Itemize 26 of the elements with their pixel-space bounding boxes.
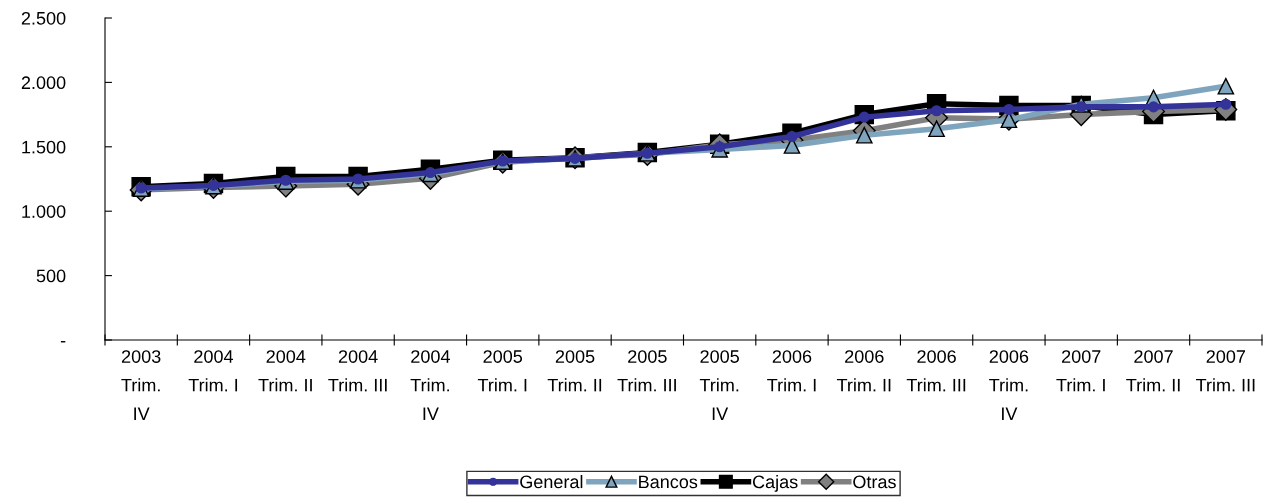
x-tick-label: 2007 Trim. I: [1056, 350, 1105, 392]
x-tick-label: 2003 Trim. IV: [121, 350, 161, 420]
x-tick-label: 2004 Trim. I: [188, 350, 238, 392]
x-tick-label: 2004 Trim. IV: [410, 350, 450, 420]
x-tick-label: 2005 Trim. III: [617, 350, 676, 392]
x-tick-label: 2007 Trim. III: [1196, 350, 1255, 392]
y-tick-label: -: [60, 341, 66, 343]
x-tick-label: 2005 Trim. II: [547, 350, 602, 392]
x-tick-label: 2006 Trim. I: [767, 350, 816, 392]
x-tick-label: 2006 Trim. II: [836, 350, 891, 392]
x-tick-label: 2005 Trim. I: [477, 350, 527, 392]
x-tick-label: 2006 Trim. III: [906, 350, 966, 392]
x-tick-label: 2005 Trim. IV: [699, 350, 739, 420]
x-tick-label: 2004 Trim. II: [258, 350, 312, 392]
y-tick-label: 2.000: [21, 76, 66, 90]
y-tick-label: 2.500: [21, 11, 66, 25]
x-tick-label: 2006 Trim. IV: [989, 350, 1029, 420]
legend-label: General: [520, 475, 583, 489]
y-tick-label: 1.000: [22, 205, 66, 218]
x-tick-label: 2007 Trim. II: [1126, 350, 1180, 392]
legend-label: Otras: [853, 475, 896, 489]
legend-label: Cajas: [752, 475, 798, 492]
y-tick-label: 1.500: [22, 140, 66, 154]
legend-label: Bancos: [639, 475, 698, 489]
y-tick-label: 500: [36, 269, 66, 283]
x-tick-label: 2004 Trim. III: [328, 350, 387, 392]
